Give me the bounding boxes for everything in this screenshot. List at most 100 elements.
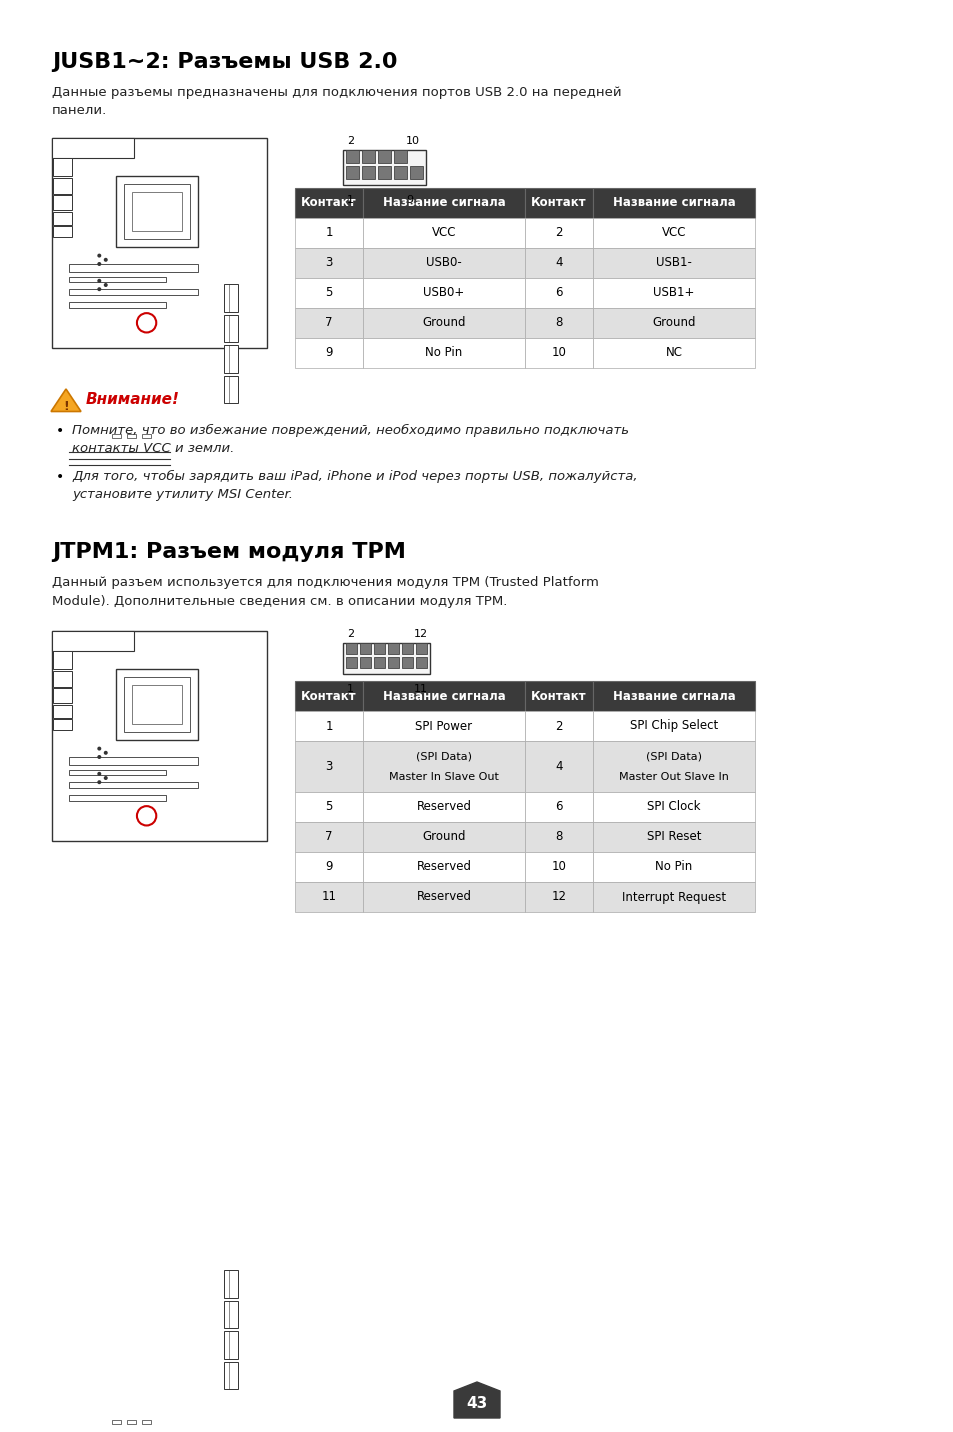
Bar [70, 289, 198, 295]
Text: 8: 8 [555, 831, 562, 843]
Text: 1: 1 [325, 719, 333, 733]
Text: 5: 5 [325, 800, 333, 813]
Bar [593, 338, 754, 368]
Text: 3: 3 [325, 760, 333, 773]
Bar [224, 345, 237, 372]
Bar [70, 302, 166, 308]
Text: (SPI Data): (SPI Data) [645, 752, 701, 762]
Text: Reserved: Reserved [416, 861, 471, 874]
Text: 11: 11 [414, 684, 428, 695]
Bar [294, 278, 363, 308]
Bar [127, 1419, 135, 1423]
Bar [593, 248, 754, 278]
Text: 2: 2 [347, 629, 354, 639]
Bar [125, 677, 190, 732]
Bar [224, 285, 237, 312]
Text: 10: 10 [406, 136, 419, 146]
Bar [394, 166, 407, 179]
Bar [294, 792, 363, 822]
Bar [346, 643, 356, 654]
Text: Название сигнала: Название сигнала [612, 689, 735, 703]
Bar [377, 166, 391, 179]
Text: Master Out Slave In: Master Out Slave In [618, 772, 728, 782]
Bar [294, 740, 363, 792]
Bar [52, 632, 267, 841]
Bar [127, 434, 135, 438]
Bar [593, 822, 754, 852]
Text: 9: 9 [406, 195, 413, 205]
Bar [224, 375, 237, 402]
Bar [416, 643, 427, 654]
Bar [53, 705, 72, 719]
Text: 1: 1 [325, 226, 333, 239]
Text: 3: 3 [325, 256, 333, 269]
Text: 2: 2 [347, 136, 354, 146]
Text: VCC: VCC [432, 226, 456, 239]
Circle shape [104, 258, 108, 262]
Bar [593, 882, 754, 912]
Text: !: ! [63, 400, 69, 412]
Bar [363, 882, 524, 912]
Bar [524, 852, 593, 882]
Bar [593, 308, 754, 338]
Text: SPI Chip Select: SPI Chip Select [629, 719, 718, 733]
Text: No Pin: No Pin [425, 347, 462, 359]
Text: Reserved: Reserved [416, 800, 471, 813]
Circle shape [104, 776, 108, 780]
Text: 10: 10 [551, 861, 566, 874]
Bar [593, 278, 754, 308]
Bar [346, 166, 358, 179]
Text: Ground: Ground [652, 316, 695, 329]
Bar [524, 248, 593, 278]
Text: 6: 6 [555, 286, 562, 299]
Bar [53, 212, 72, 225]
Bar [524, 712, 593, 740]
Circle shape [97, 780, 101, 785]
Bar [524, 308, 593, 338]
Bar [294, 822, 363, 852]
Circle shape [97, 279, 101, 282]
Bar [361, 150, 375, 163]
Bar [70, 758, 198, 765]
Bar [70, 276, 166, 282]
Text: 7: 7 [325, 316, 333, 329]
Bar [401, 657, 413, 667]
Bar [294, 682, 363, 712]
Bar [142, 1419, 151, 1423]
Text: Название сигнала: Название сигнала [612, 196, 735, 209]
Text: Название сигнала: Название сигнала [382, 689, 505, 703]
Bar [359, 657, 371, 667]
Bar [346, 657, 356, 667]
Bar [361, 166, 375, 179]
Bar [294, 248, 363, 278]
Bar [52, 137, 133, 158]
Bar [294, 308, 363, 338]
Circle shape [97, 253, 101, 258]
Bar [410, 166, 422, 179]
Text: USB0-: USB0- [426, 256, 461, 269]
Bar [394, 150, 407, 163]
Text: Название сигнала: Название сигнала [382, 196, 505, 209]
Bar [524, 278, 593, 308]
Text: •: • [56, 424, 64, 438]
Text: Контакт: Контакт [531, 196, 586, 209]
Bar [112, 1419, 121, 1423]
Bar [401, 643, 413, 654]
Text: NC: NC [665, 347, 681, 359]
Bar [294, 338, 363, 368]
Text: 43: 43 [466, 1396, 487, 1411]
Text: 7: 7 [325, 831, 333, 843]
Bar [53, 195, 72, 211]
Bar [343, 643, 430, 674]
Bar [363, 308, 524, 338]
Circle shape [104, 284, 108, 286]
Text: Reserved: Reserved [416, 891, 471, 904]
Polygon shape [51, 390, 81, 411]
Bar [377, 150, 391, 163]
Text: 6: 6 [555, 800, 562, 813]
Bar [53, 178, 72, 193]
Bar [524, 822, 593, 852]
Bar [132, 684, 182, 725]
Bar [224, 1332, 237, 1359]
Text: 10: 10 [551, 347, 566, 359]
